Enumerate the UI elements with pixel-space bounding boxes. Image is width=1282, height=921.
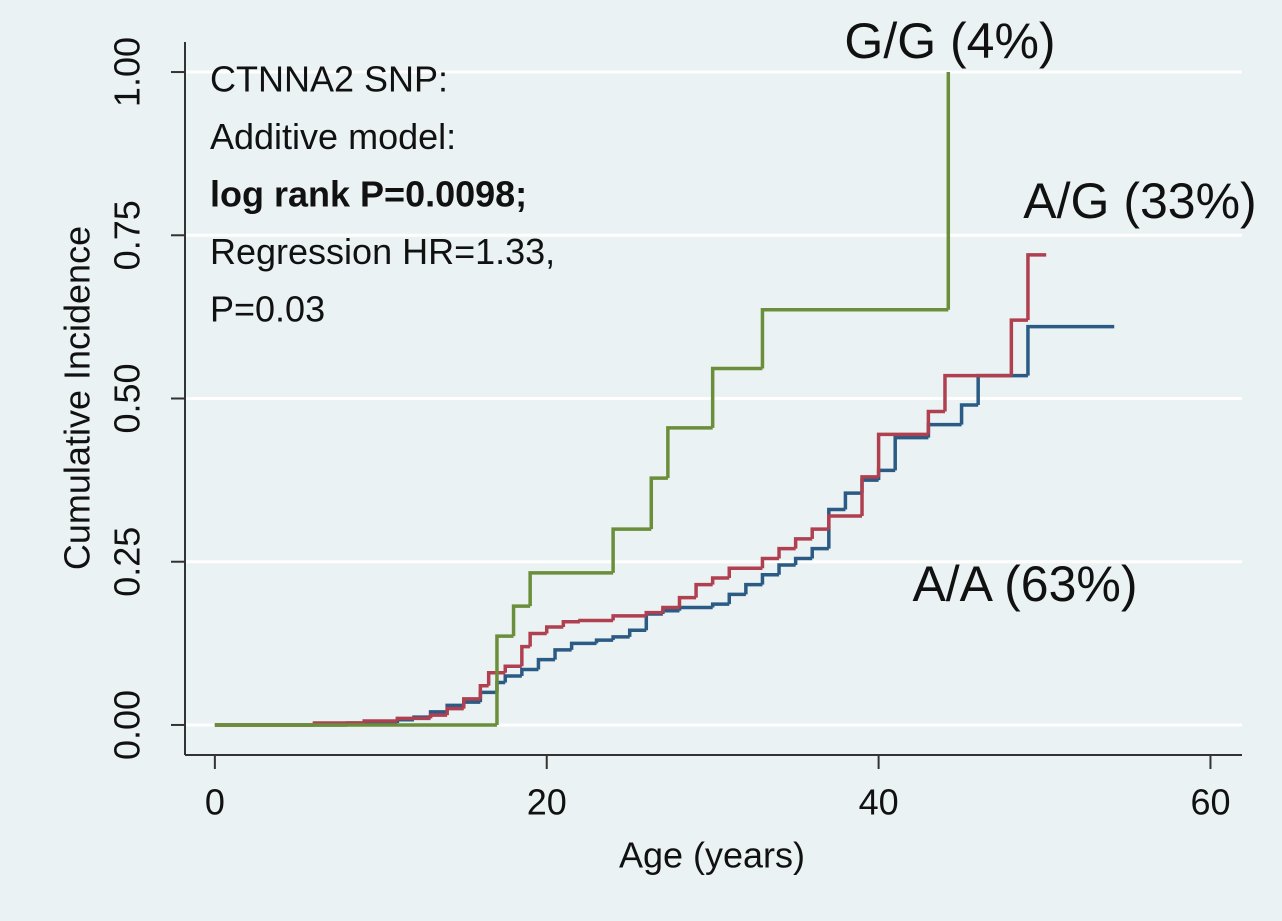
y-tick-label: 0.75 — [107, 200, 148, 270]
step-segment — [553, 648, 572, 660]
step-segment — [827, 507, 846, 549]
annotation-line: Regression HR=1.33, — [210, 231, 555, 272]
step-segment — [569, 641, 597, 650]
step-segment — [777, 563, 796, 575]
step-segment — [727, 592, 746, 605]
step-segment — [503, 674, 522, 683]
step-segment — [661, 605, 680, 613]
step-segment — [926, 409, 945, 435]
step-segment — [810, 527, 829, 539]
x-tick-label: 0 — [205, 782, 225, 823]
step-segment — [893, 435, 929, 471]
step-segment — [744, 582, 763, 595]
x-tick-label: 40 — [859, 782, 899, 823]
step-segment — [793, 537, 813, 549]
step-segment — [611, 635, 630, 641]
step-segment — [677, 595, 697, 608]
step-segment — [666, 426, 713, 479]
y-tick-label: 1.00 — [107, 37, 148, 107]
step-segment — [1026, 253, 1047, 321]
x-axis-title: Age (years) — [619, 835, 805, 876]
step-segment — [611, 527, 652, 573]
annotation-line: log rank P=0.0098; — [210, 174, 527, 215]
step-segment — [760, 307, 949, 369]
series-label: A/A (63%) — [912, 556, 1137, 612]
step-segment — [793, 556, 813, 565]
step-segment — [827, 514, 863, 530]
step-segment — [760, 573, 780, 585]
step-segment — [876, 432, 929, 477]
y-tick-label: 0.00 — [107, 690, 148, 760]
annotation-line: P=0.03 — [210, 289, 325, 330]
step-segment — [594, 638, 614, 644]
step-segment — [760, 556, 780, 569]
step-segment — [520, 667, 539, 676]
step-segment — [644, 610, 663, 616]
step-segment — [428, 713, 448, 719]
series-label: A/G (33%) — [1023, 173, 1256, 229]
step-segment — [860, 475, 879, 517]
step-segment — [677, 605, 713, 611]
step-segment — [710, 366, 763, 428]
step-segment — [528, 631, 547, 647]
x-tick-label: 60 — [1190, 782, 1230, 823]
y-axis-title: Cumulative Incidence — [57, 226, 98, 570]
step-segment — [544, 625, 564, 634]
step-segment — [395, 716, 431, 722]
step-segment — [727, 566, 763, 579]
step-segment — [694, 582, 713, 598]
step-segment — [528, 571, 614, 607]
step-segment — [511, 604, 531, 637]
step-segment — [536, 657, 556, 670]
annotation-line: Additive model: — [210, 116, 456, 157]
step-segment — [1009, 318, 1028, 376]
step-segment — [503, 664, 522, 673]
step-segment — [649, 476, 668, 530]
y-tick-label: 0.50 — [107, 363, 148, 433]
step-segment — [561, 620, 580, 628]
step-segment — [959, 403, 979, 425]
step-segment — [710, 602, 730, 608]
step-segment — [943, 373, 1012, 412]
series-label: G/G (4%) — [844, 13, 1055, 69]
step-segment — [578, 618, 614, 623]
annotation-line: CTNNA2 SNP: — [210, 59, 448, 100]
step-segment — [611, 614, 647, 621]
step-segment — [520, 644, 531, 667]
y-tick-label: 0.25 — [107, 527, 148, 597]
step-segment — [810, 546, 829, 559]
step-segment — [362, 719, 398, 724]
step-segment — [843, 491, 863, 510]
step-segment — [710, 576, 730, 585]
x-tick-label: 20 — [527, 782, 567, 823]
step-segment — [486, 670, 506, 686]
step-segment — [777, 546, 796, 559]
step-segment — [627, 628, 647, 637]
step-segment — [1026, 324, 1115, 376]
step-segment — [478, 684, 489, 699]
step-segment — [462, 697, 481, 709]
step-segment — [445, 706, 464, 716]
step-segment — [495, 634, 514, 725]
